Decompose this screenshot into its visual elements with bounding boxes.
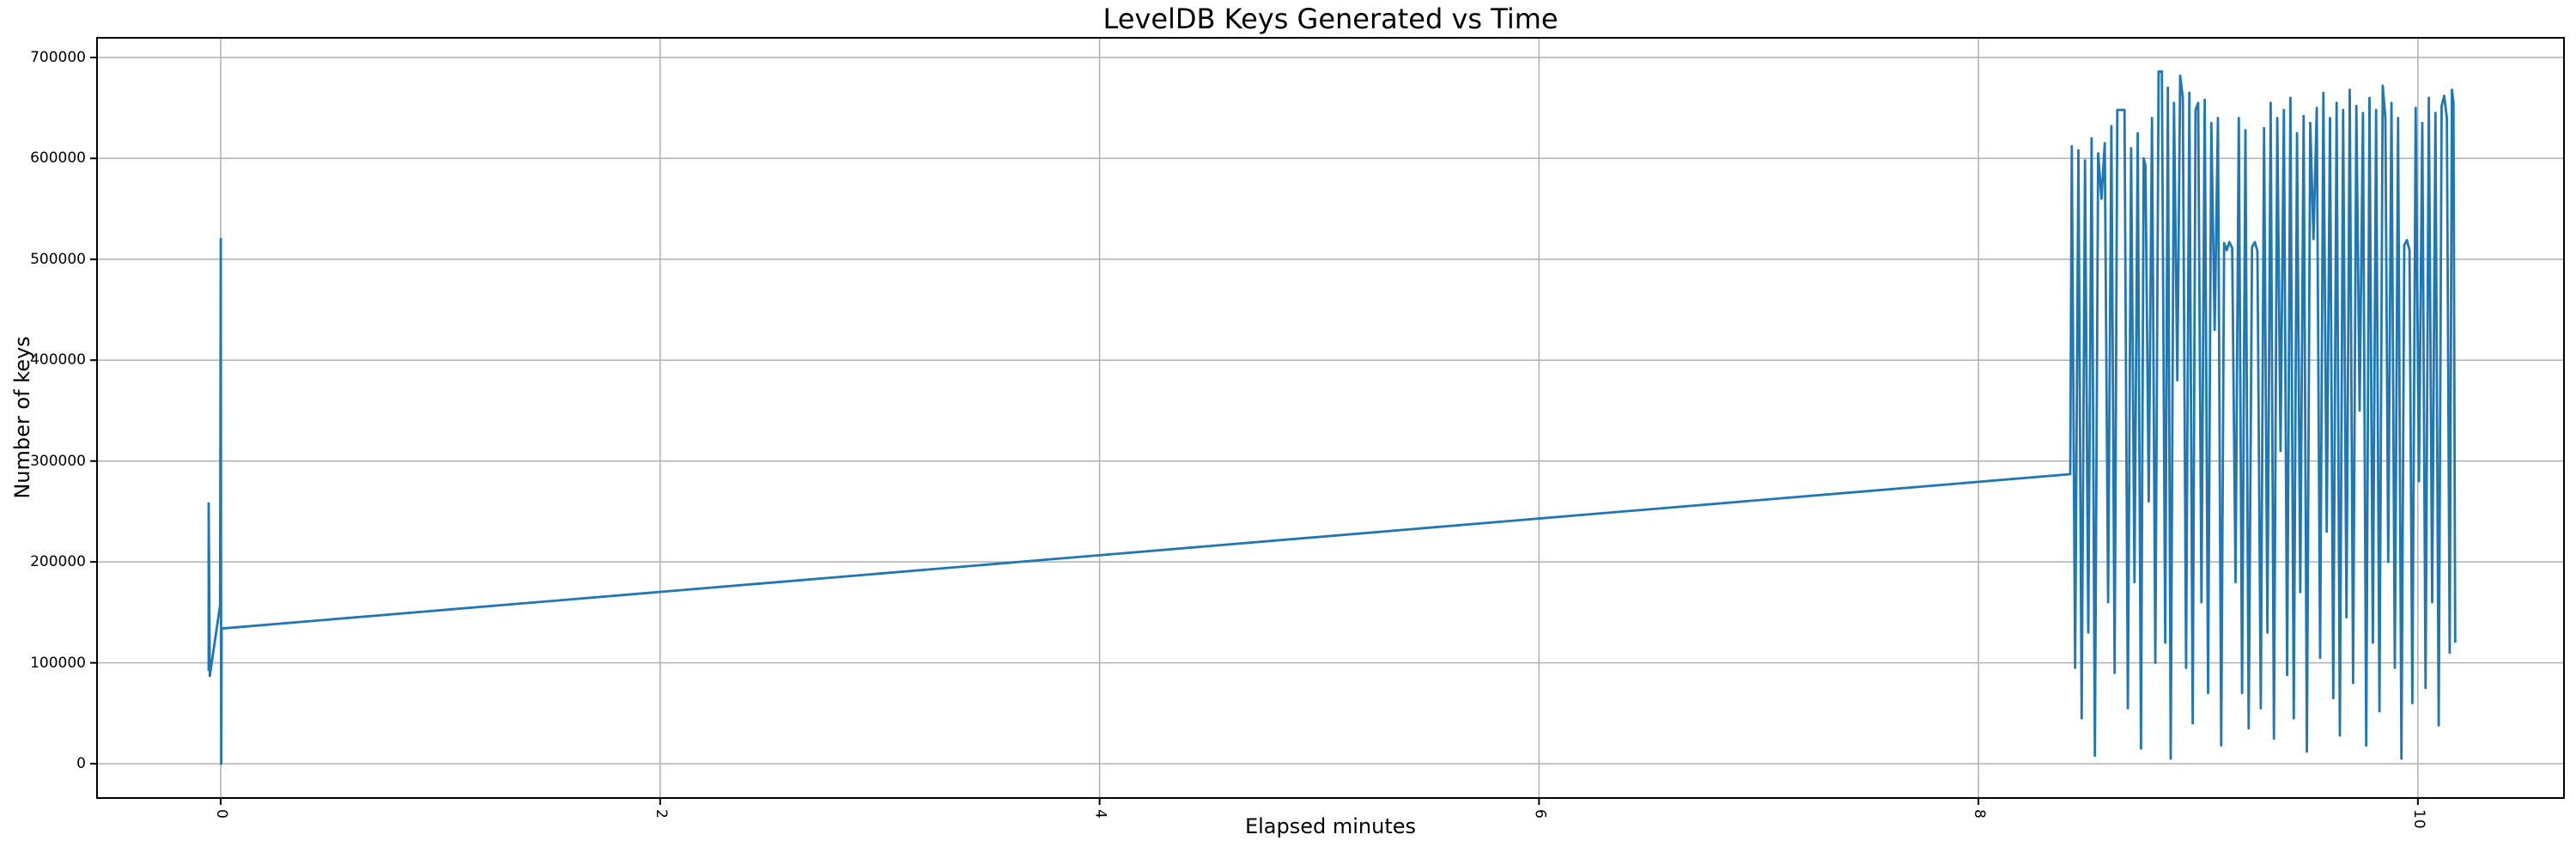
- y-tick-label: 100000: [30, 654, 86, 672]
- x-tick-label: 10: [2409, 809, 2427, 830]
- x-tick-label: 8: [1971, 809, 1989, 819]
- x-tick-label: 4: [1091, 809, 1109, 819]
- y-tick-label: 700000: [30, 48, 86, 66]
- y-tick-label: 400000: [30, 351, 86, 369]
- data-line-layer: [207, 70, 2457, 765]
- x-tick-label: 2: [652, 809, 670, 819]
- y-tick-label: 600000: [30, 149, 86, 168]
- x-tick-label: 0: [213, 809, 231, 819]
- plot-spines: [96, 37, 2565, 799]
- y-tick-label: 500000: [30, 250, 86, 268]
- chart-title: LevelDB Keys Generated vs Time: [1103, 3, 1558, 35]
- tick-marks: [90, 56, 2419, 805]
- data-line-keys: [207, 70, 2457, 765]
- y-tick-label: 300000: [30, 452, 86, 470]
- x-axis-label: Elapsed minutes: [1244, 814, 1417, 838]
- y-tick-label: 0: [76, 755, 86, 773]
- y-tick-label: 200000: [30, 553, 86, 571]
- x-tick-label: 6: [1531, 809, 1549, 819]
